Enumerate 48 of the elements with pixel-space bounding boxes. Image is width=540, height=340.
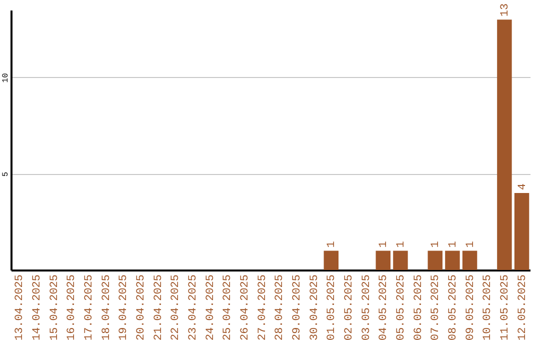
x-tick-label: 11.05.2025 bbox=[499, 274, 512, 340]
x-tick-label: 03.05.2025 bbox=[360, 274, 373, 340]
x-tick-label: 12.05.2025 bbox=[516, 274, 529, 340]
x-tick-label: 02.05.2025 bbox=[343, 274, 356, 340]
x-tick-label: 06.05.2025 bbox=[412, 274, 425, 340]
x-tick-label: 26.04.2025 bbox=[240, 274, 252, 340]
x-tick-label: 10.05.2025 bbox=[482, 274, 494, 340]
x-tick-label: 09.05.2025 bbox=[464, 274, 477, 340]
data-label: 4 bbox=[516, 182, 529, 190]
x-tick-label: 27.04.2025 bbox=[256, 274, 269, 340]
data-label: 1 bbox=[430, 240, 442, 248]
x-tick-label: 23.04.2025 bbox=[188, 274, 200, 340]
data-label: 1 bbox=[326, 240, 338, 248]
x-tick-label: 08.05.2025 bbox=[447, 274, 460, 340]
data-label: 1 bbox=[378, 240, 390, 248]
x-tick-label: 07.05.2025 bbox=[430, 274, 442, 340]
x-tick-label: 21.04.2025 bbox=[152, 274, 165, 340]
x-tick-label: 28.04.2025 bbox=[274, 274, 286, 340]
x-tick-label: 19.04.2025 bbox=[118, 274, 130, 340]
x-tick-label: 17.04.2025 bbox=[84, 274, 96, 340]
x-tick-label: 20.04.2025 bbox=[136, 274, 148, 340]
x-tick-label: 04.05.2025 bbox=[378, 274, 390, 340]
x-tick-label: 18.04.2025 bbox=[100, 274, 113, 340]
bar bbox=[514, 192, 530, 270]
x-tick-label: 24.04.2025 bbox=[204, 274, 217, 340]
x-tick-label: 29.04.2025 bbox=[291, 274, 304, 340]
x-tick-label: 16.04.2025 bbox=[66, 274, 78, 340]
x-tick-label: 01.05.2025 bbox=[326, 274, 338, 340]
x-tick-label: 15.04.2025 bbox=[48, 274, 61, 340]
bar bbox=[462, 250, 478, 270]
bar bbox=[497, 20, 512, 270]
x-tick-label: 14.04.2025 bbox=[32, 274, 44, 340]
y-tick-label: 10 bbox=[2, 72, 10, 83]
data-label: 1 bbox=[464, 240, 477, 248]
y-tick-label: 5 bbox=[2, 172, 10, 177]
data-label: 1 bbox=[395, 240, 408, 248]
x-tick-label: 13.04.2025 bbox=[14, 274, 26, 340]
data-label: 1 bbox=[447, 240, 460, 248]
data-label: 13 bbox=[499, 3, 512, 17]
x-tick-label: 22.04.2025 bbox=[170, 274, 182, 340]
x-tick-label: 25.04.2025 bbox=[222, 274, 234, 340]
bar bbox=[324, 250, 339, 270]
bar bbox=[445, 250, 460, 270]
x-tick-label: 30.04.2025 bbox=[308, 274, 321, 340]
bar bbox=[393, 250, 408, 270]
bar bbox=[428, 250, 442, 270]
bar bbox=[376, 250, 391, 270]
x-tick-label: 05.05.2025 bbox=[395, 274, 408, 340]
